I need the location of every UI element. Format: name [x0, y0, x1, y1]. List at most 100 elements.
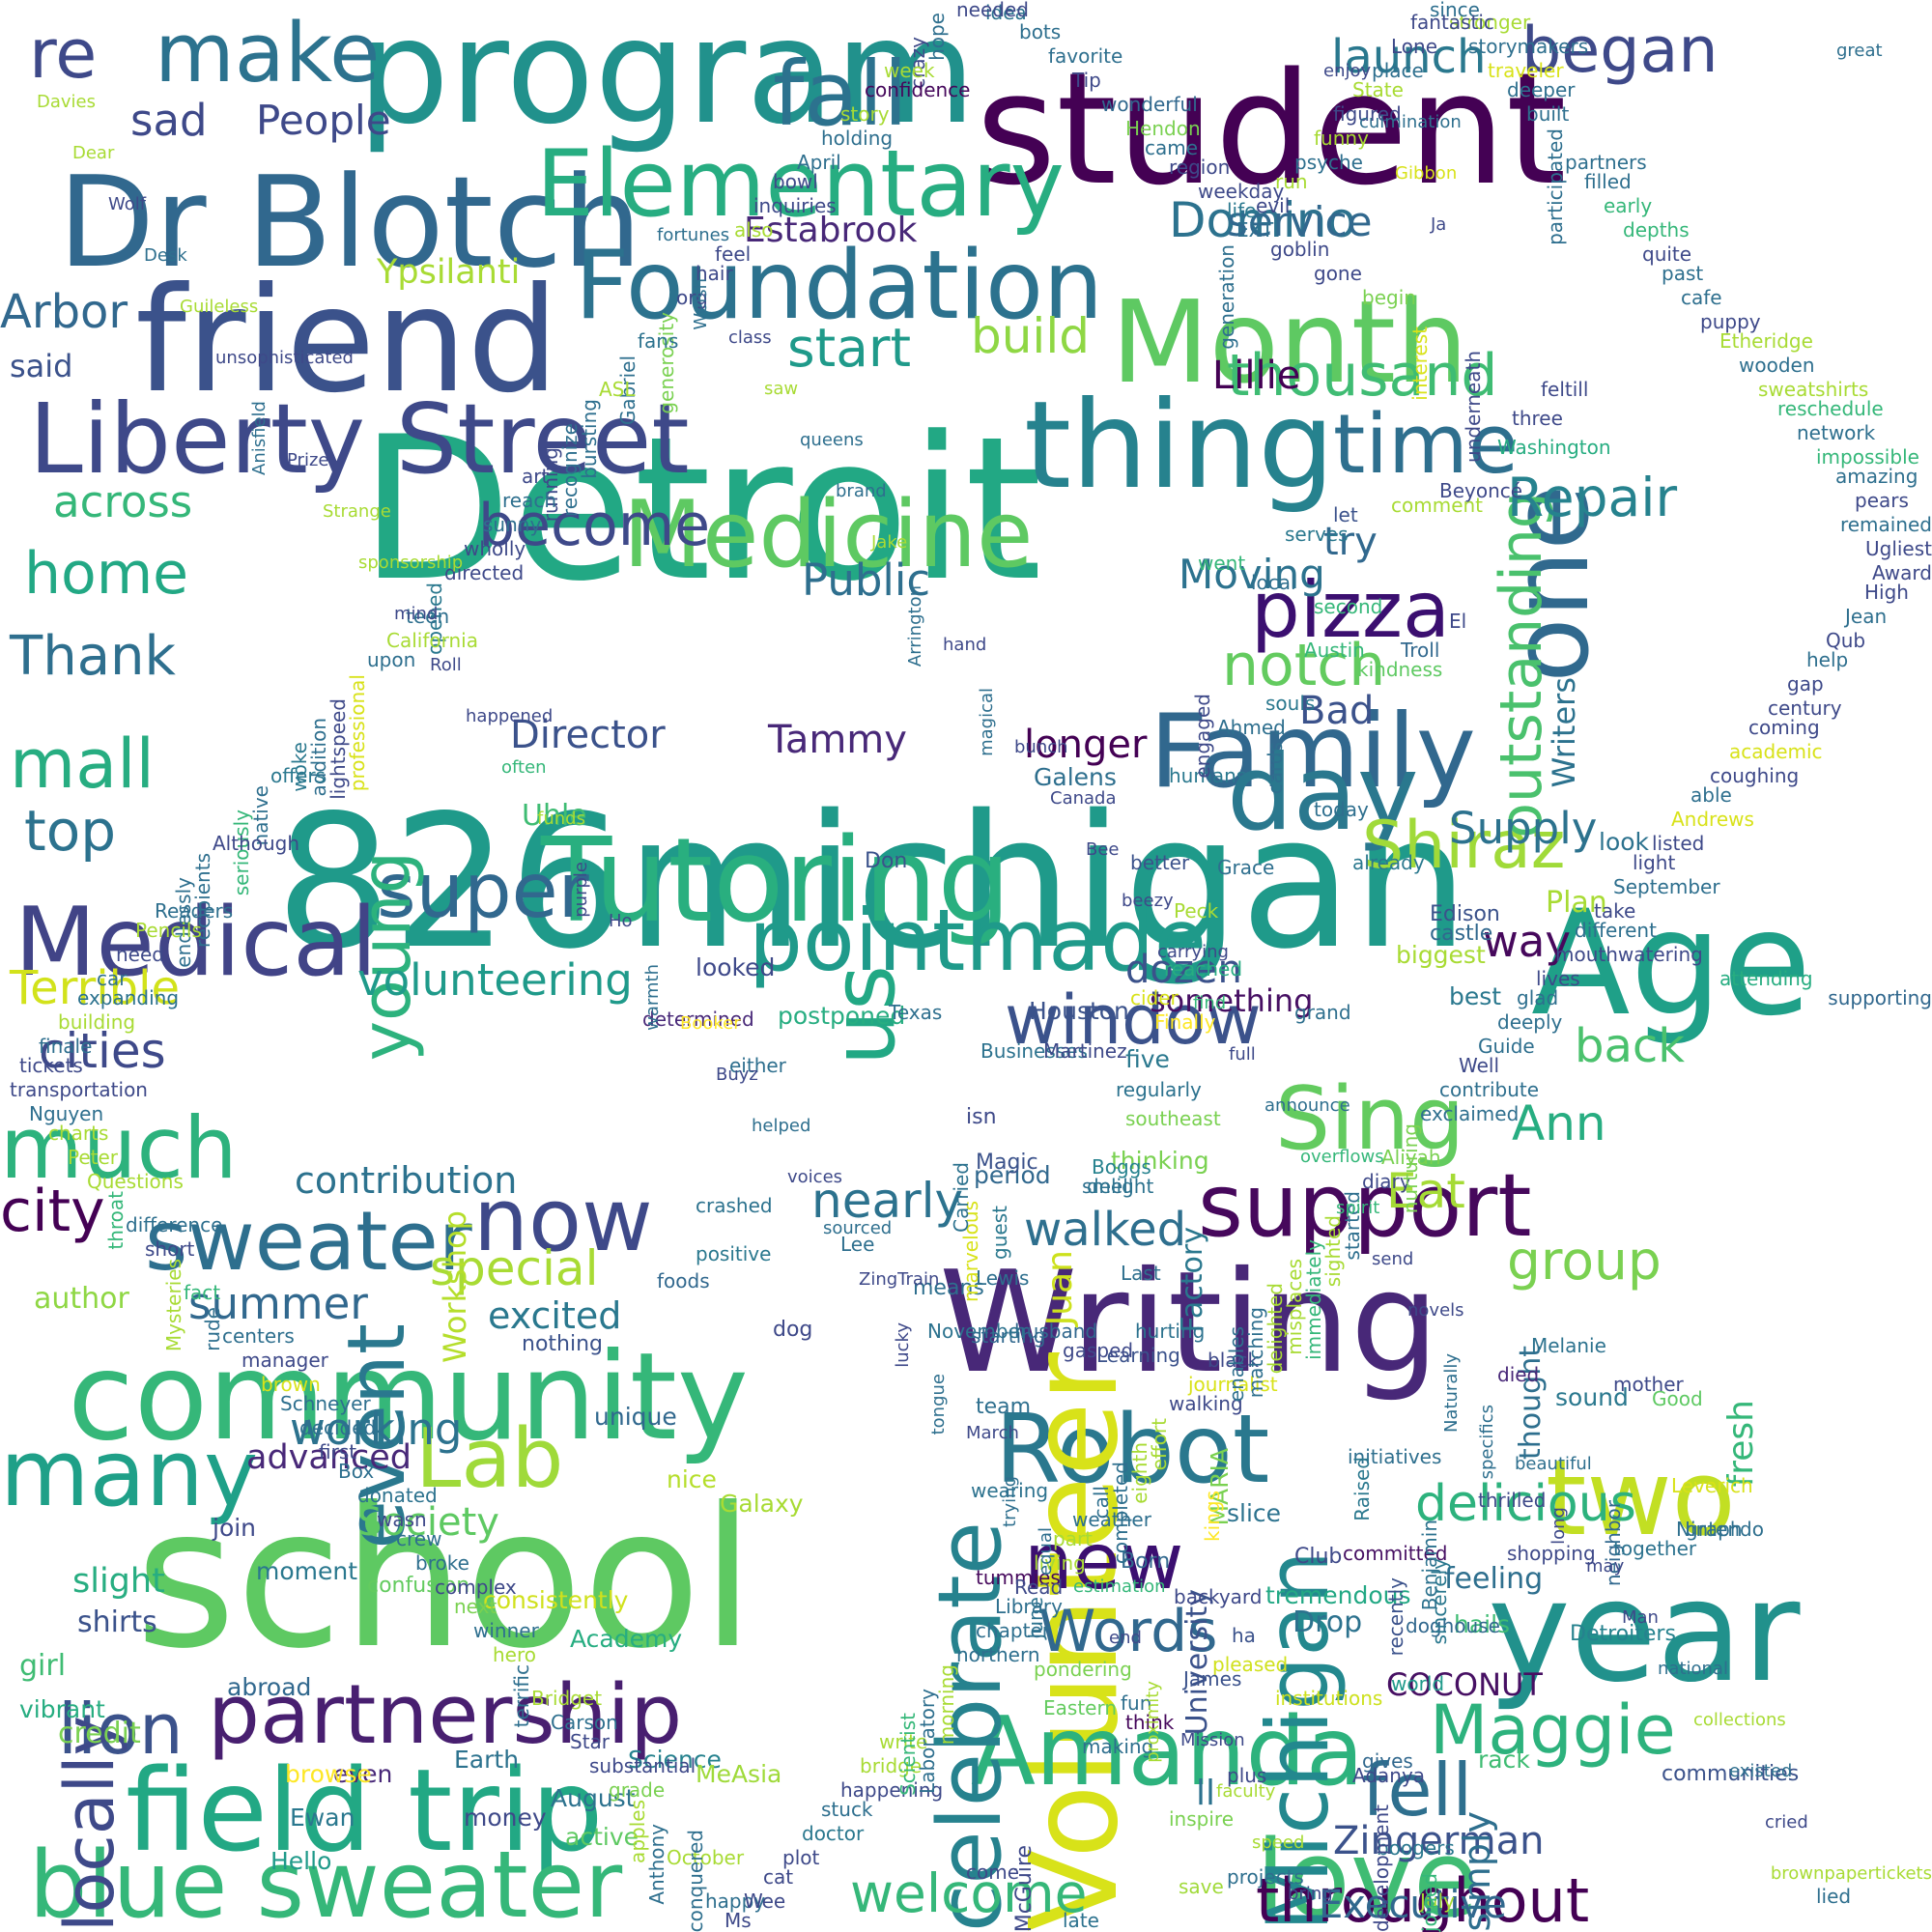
cloud-word: Magic [976, 1151, 1038, 1176]
cloud-word: Society [357, 1500, 499, 1545]
cloud-word: Carried [950, 1162, 973, 1233]
cloud-word: built [1526, 102, 1570, 126]
cloud-word: determined [642, 1008, 754, 1031]
cloud-word: complex [435, 1576, 517, 1599]
cloud-word: Washington [1497, 436, 1611, 459]
cloud-word: Peter [68, 1146, 119, 1169]
cloud-word: remained [1839, 513, 1932, 536]
cloud-word: cider [1130, 986, 1179, 1009]
cloud-word: Domino [1169, 191, 1356, 248]
cloud-word: Austin [1304, 639, 1365, 662]
cloud-word: Guide [1478, 1035, 1535, 1058]
cloud-word: Strange [323, 500, 391, 522]
cloud-word: period [974, 1160, 1051, 1189]
cloud-word: shirts [77, 1605, 157, 1639]
cloud-word: underneath [1462, 351, 1485, 463]
cloud-word: Foundation [575, 230, 1104, 341]
cloud-word: top [24, 797, 117, 864]
cloud-word: estimation [1073, 1576, 1166, 1597]
cloud-word: engaged [1191, 694, 1214, 779]
cloud-word: generation [1215, 244, 1238, 350]
cloud-word: wholly [464, 537, 526, 560]
cloud-word: starting [971, 1324, 1046, 1348]
cloud-word: brown [261, 1373, 321, 1396]
cloud-word: active [565, 1822, 639, 1851]
cloud-word: James [1183, 1667, 1242, 1690]
cloud-word: listed [1652, 832, 1705, 855]
cloud-word: Adanya [1352, 1764, 1426, 1787]
cloud-word: rack [1478, 1745, 1530, 1774]
cloud-word: Mysteries [162, 1259, 185, 1352]
cloud-word: Hello [270, 1846, 332, 1875]
cloud-word: magical [977, 687, 997, 756]
cloud-word: sunny [483, 513, 542, 536]
cloud-word: initiatives [1348, 1445, 1442, 1468]
cloud-word: funds [537, 808, 585, 829]
cloud-word: Carson [551, 1711, 618, 1734]
cloud-word: partnership [208, 1666, 683, 1763]
cloud-word: Houston [1029, 996, 1129, 1025]
cloud-word: evil [1256, 194, 1291, 217]
cloud-word: fortunes [657, 224, 730, 245]
cloud-word: Zingerman [1333, 1819, 1545, 1863]
cloud-word: traveler [1488, 59, 1564, 82]
cloud-word: best [1449, 981, 1502, 1010]
cloud-word: Club [1294, 1545, 1343, 1570]
cloud-word: living [1034, 1551, 1086, 1575]
cloud-word: Naturally [1441, 1352, 1462, 1433]
cloud-word: make [155, 5, 381, 101]
cloud-word: amazing [1835, 465, 1918, 488]
cloud-word: city [0, 1178, 105, 1245]
cloud-word: notch [1222, 632, 1386, 699]
cloud-word: Repair [1507, 467, 1678, 529]
cloud-word: tickets [19, 1054, 83, 1077]
cloud-word: Lillie [1212, 354, 1301, 398]
cloud-word: development [1370, 1804, 1393, 1932]
cloud-word: effort [1148, 1418, 1171, 1471]
cloud-word: next [454, 1595, 497, 1618]
cloud-word: Drop [1293, 1605, 1363, 1639]
cloud-word: five [1125, 1044, 1170, 1073]
cloud-word: money [464, 1803, 547, 1832]
cloud-word: purple [571, 861, 591, 918]
cloud-word: longer [1024, 723, 1148, 767]
cloud-word: support [1198, 1154, 1532, 1257]
cloud-word: today [1314, 798, 1369, 821]
cloud-word: comment [1391, 494, 1484, 517]
cloud-word: broke [415, 1551, 469, 1575]
cloud-word: Bee [1086, 838, 1120, 860]
cloud-word: kings [1201, 1491, 1224, 1542]
cloud-word: Etheridge [1719, 329, 1813, 353]
cloud-word: Nguyen [29, 1102, 104, 1125]
cloud-word: outstanding [1488, 492, 1555, 838]
cloud-word: Leverich [1671, 1474, 1753, 1497]
cloud-word: class [728, 327, 772, 348]
cloud-word: hope [925, 13, 949, 61]
cloud-word: Academy [570, 1624, 683, 1653]
cloud-word: Prize [287, 449, 329, 470]
cloud-word: Andrews [1671, 808, 1754, 831]
cloud-word: national [1658, 1658, 1728, 1679]
cloud-word: charts [48, 1122, 109, 1145]
cloud-word: already [1352, 851, 1425, 874]
cloud-word: interest [1408, 327, 1432, 401]
cloud-word: Scientist [896, 1713, 920, 1796]
cloud-word: mouthwatering [1555, 943, 1703, 966]
cloud-word: funny [1314, 127, 1369, 150]
cloud-word: Ahmed [1217, 716, 1286, 739]
cloud-word: northern [956, 1643, 1040, 1666]
cloud-word: Workshop [437, 1209, 473, 1363]
cloud-word: fantastic [1410, 11, 1494, 34]
cloud-word: El [1449, 610, 1467, 633]
cloud-word: century [1768, 696, 1842, 720]
cloud-word: teen [406, 605, 450, 628]
cloud-word: building [58, 1010, 136, 1034]
cloud-word: Desk [144, 244, 187, 266]
cloud-word: throat [104, 1191, 128, 1250]
cloud-word: friend [135, 256, 559, 425]
cloud-word: walking [1169, 1392, 1243, 1415]
cloud-word: volunteering [357, 953, 633, 1006]
cloud-word: even [333, 1759, 393, 1788]
cloud-word: simply [1456, 1811, 1498, 1932]
